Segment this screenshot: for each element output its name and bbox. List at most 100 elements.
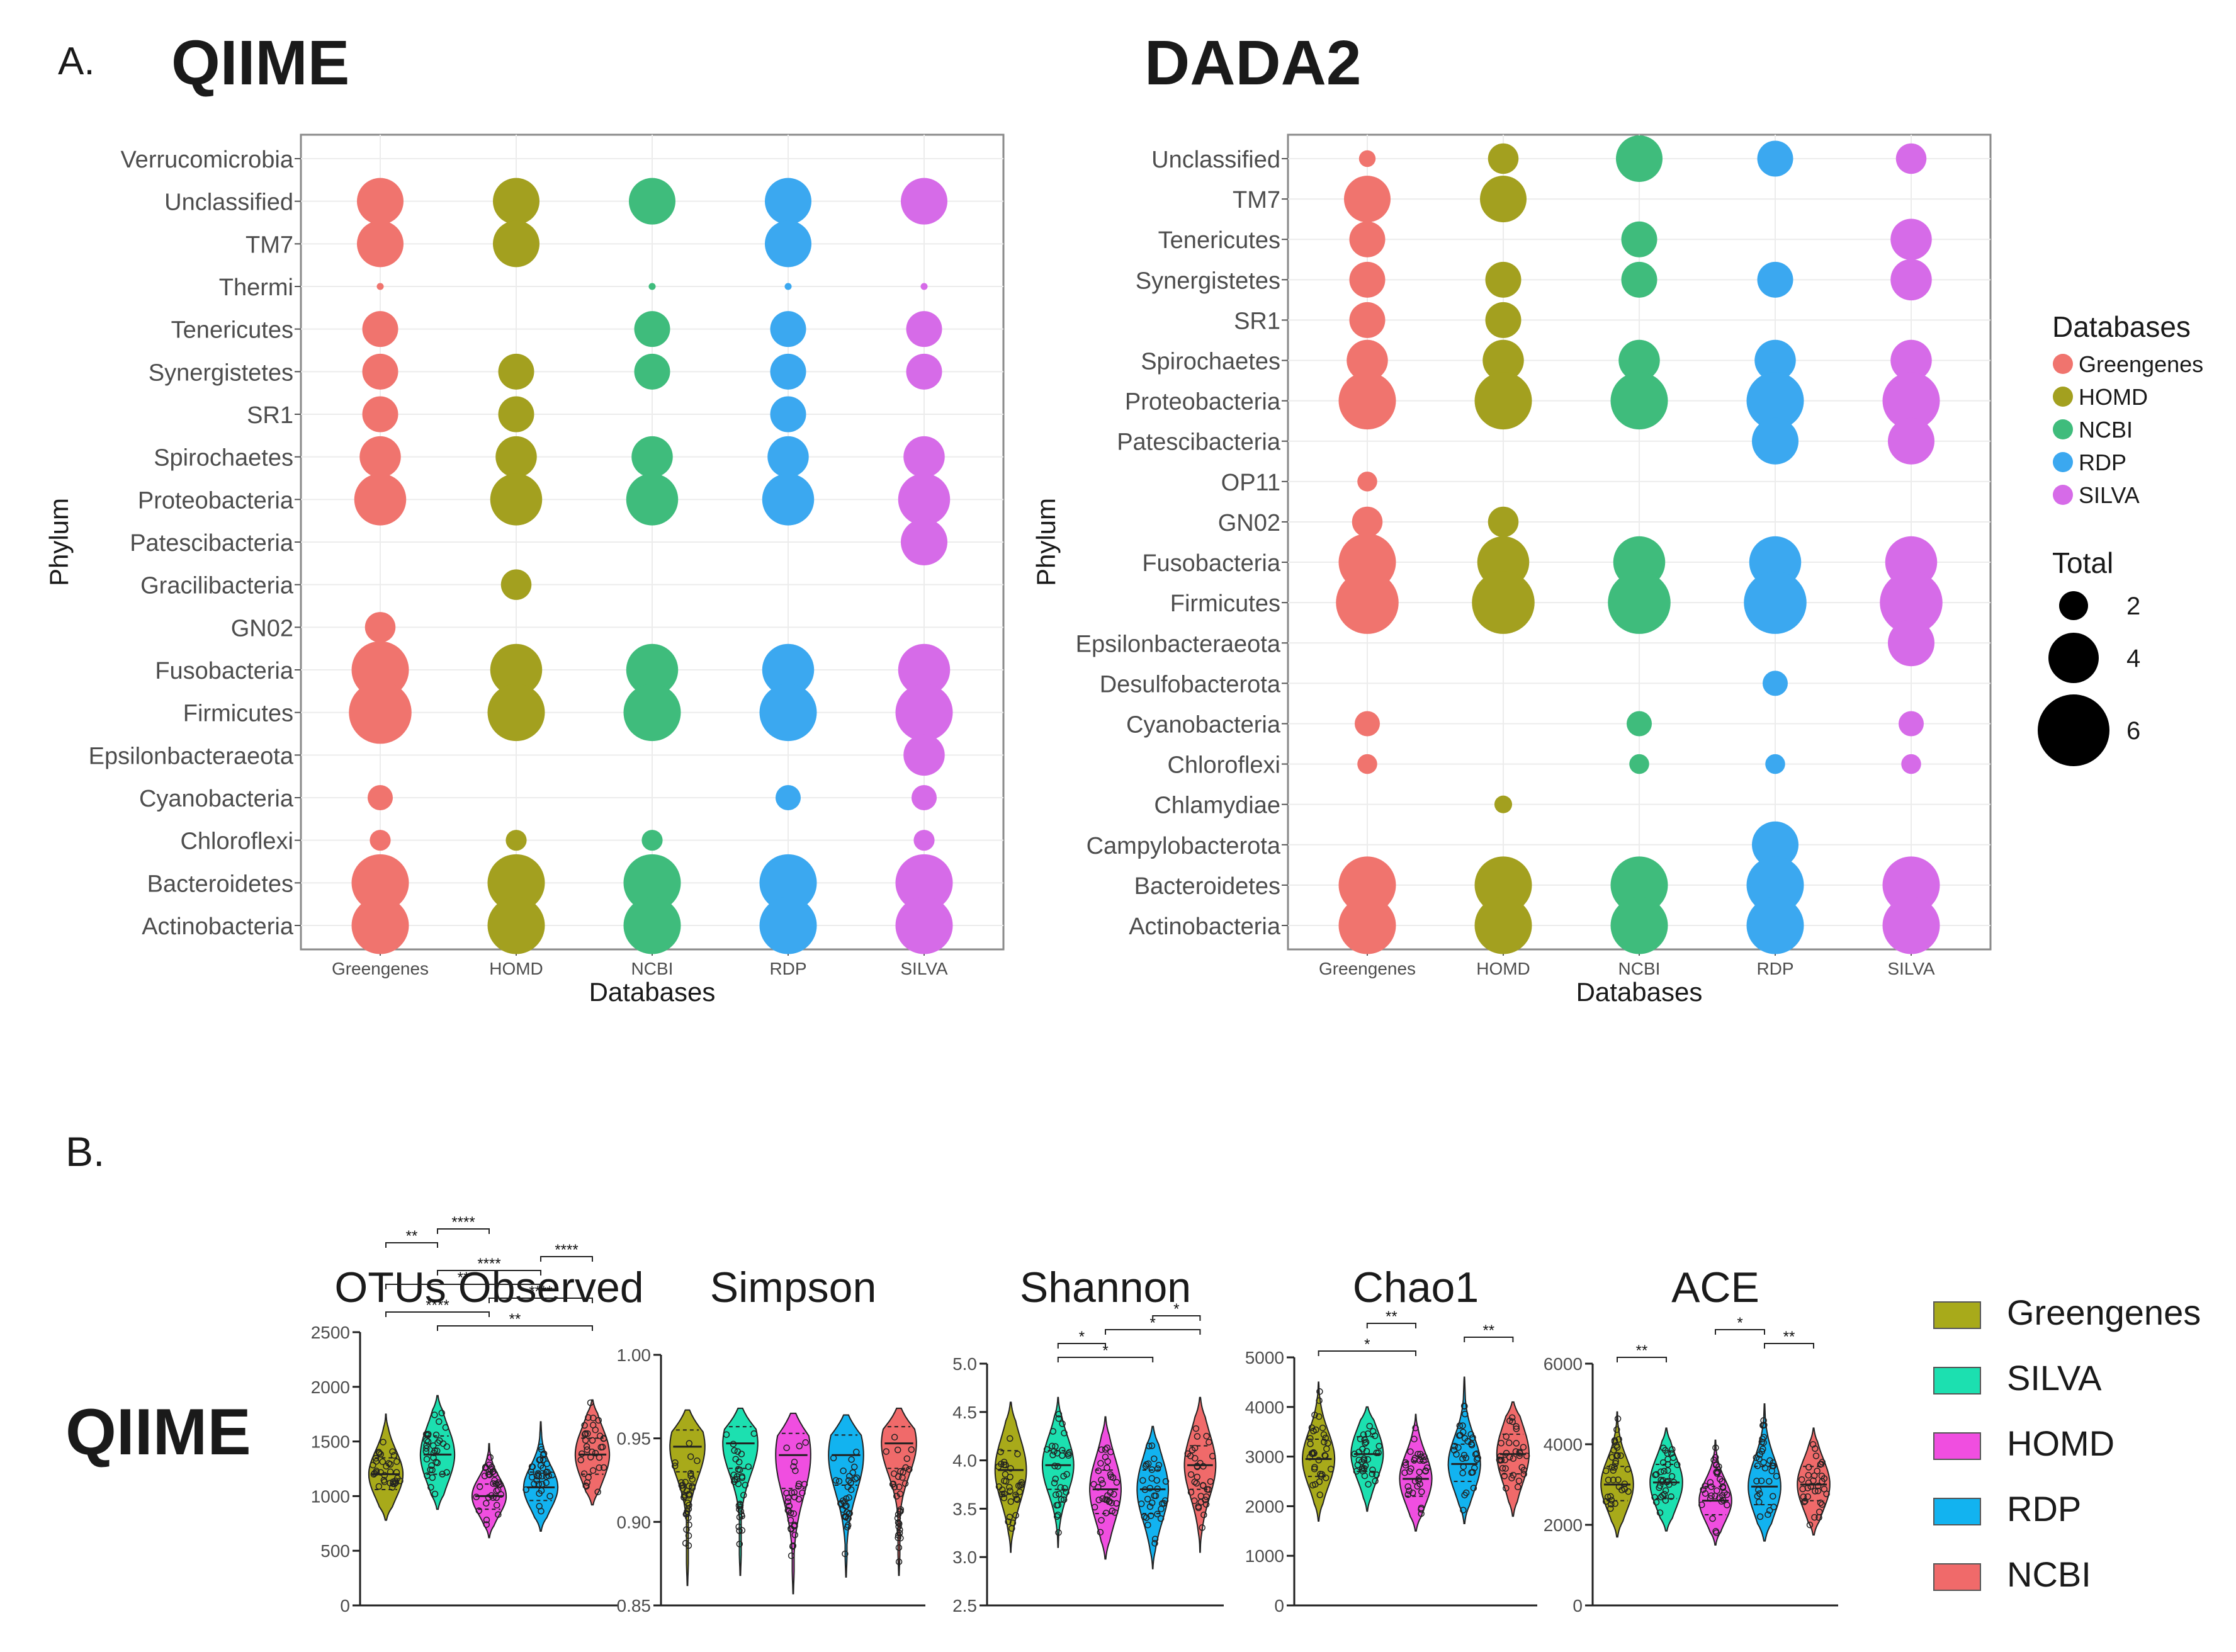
dada2-ytick-desulfobacterota: Desulfobacterota <box>1100 671 1281 698</box>
otus-observed-point-ncbi <box>589 1437 596 1444</box>
ace-point-greengenes <box>1610 1447 1617 1454</box>
ace-violin-rdp <box>1748 1403 1781 1542</box>
ace-point-homd <box>1714 1469 1721 1476</box>
legend-size-dot-6 <box>2038 694 2109 766</box>
chao1-point-rdp <box>1471 1464 1478 1471</box>
shannon-point-silva <box>1061 1485 1068 1492</box>
ace-ytick-label: 0 <box>1573 1596 1583 1615</box>
qiime-dot-fusobacteria-silva <box>898 643 951 696</box>
violin-panels: OTUs Observed05001000150020002500*******… <box>311 1214 1838 1615</box>
chao1-point-rdp <box>1450 1447 1458 1454</box>
otus-observed-point-rdp <box>543 1479 550 1486</box>
dada2-dot-tenericutes-greengenes <box>1349 221 1386 257</box>
ace-point-silva <box>1652 1498 1660 1506</box>
qiime-dot-synergistetes-homd <box>498 353 534 390</box>
simpson-point-ncbi <box>895 1558 903 1565</box>
chao1-point-homd <box>1420 1457 1427 1464</box>
dada2-ytick-proteobacteria: Proteobacteria <box>1125 389 1281 416</box>
simpson-point-greengenes <box>685 1542 692 1549</box>
dada2-ytick-patescibacteria: Patescibacteria <box>1117 429 1281 456</box>
ace-point-silva <box>1664 1467 1671 1474</box>
chao1-point-rdp <box>1467 1431 1474 1438</box>
qiime-dot-firmicutes-greengenes <box>349 681 412 744</box>
ace-point-homd <box>1719 1496 1727 1503</box>
otus-observed-point-rdp <box>522 1486 529 1493</box>
otus-observed-point-silva <box>429 1442 437 1449</box>
ace-point-greengenes <box>1613 1426 1620 1434</box>
simpson-point-silva <box>730 1440 737 1447</box>
simpson-point-ncbi <box>896 1490 904 1498</box>
qiime-dot-actinobacteria-ncbi <box>623 897 681 954</box>
ace-ytick-label: 4000 <box>1544 1435 1583 1454</box>
qiime-dot-tenericutes-ncbi <box>634 311 670 348</box>
shannon-point-rdp <box>1144 1495 1151 1503</box>
chao1-point-greengenes <box>1316 1413 1323 1420</box>
shannon-point-ncbi <box>1206 1439 1212 1445</box>
otus-observed-point-silva <box>438 1410 446 1417</box>
qiime-dot-unclassified-silva <box>901 178 947 225</box>
simpson-point-ncbi <box>903 1455 911 1462</box>
chao1-point-ncbi <box>1509 1418 1516 1425</box>
ace-point-rdp <box>1756 1498 1763 1506</box>
ace-point-greengenes <box>1608 1496 1615 1504</box>
chao1-point-homd <box>1415 1477 1422 1484</box>
shannon-point-silva <box>1059 1452 1066 1459</box>
ace-point-ncbi <box>1798 1476 1805 1483</box>
simpson-point-rdp <box>845 1494 852 1501</box>
simpson-point-ncbi <box>891 1434 898 1441</box>
ace-point-greengenes <box>1611 1464 1618 1471</box>
chao1-point-silva <box>1373 1471 1380 1478</box>
otus-observed-point-greengenes <box>397 1478 404 1485</box>
shannon-point-rdp <box>1142 1462 1149 1470</box>
chao1-point-ncbi <box>1506 1417 1513 1425</box>
shannon-point-rdp <box>1139 1477 1146 1484</box>
qiime-dot-thermi-greengenes <box>376 283 384 290</box>
otus-observed-point-ncbi <box>587 1454 594 1461</box>
shannon-sig-bracket <box>1057 1357 1154 1362</box>
violin-legend-label-rdp: RDP <box>2007 1489 2081 1529</box>
shannon-ytick-label: 4.5 <box>952 1403 977 1422</box>
shannon-point-rdp <box>1151 1492 1158 1500</box>
qiime-dot-firmicutes-rdp <box>759 684 817 742</box>
qiime-dot-chloroflexi-greengenes <box>370 830 391 851</box>
ace-point-rdp <box>1759 1445 1766 1452</box>
ace-point-homd <box>1698 1501 1705 1508</box>
ace-point-rdp <box>1765 1511 1771 1519</box>
otus-observed-point-ncbi <box>582 1430 589 1437</box>
dada2-ytick-spirochaetes: Spirochaetes <box>1141 349 1280 375</box>
qiime-xtick-greengenes: Greengenes <box>332 959 429 978</box>
dada2-dot-actinobacteria-ncbi <box>1610 897 1668 954</box>
chao1-point-rdp <box>1461 1491 1468 1498</box>
ace-point-greengenes <box>1604 1493 1612 1501</box>
shannon-point-rdp <box>1148 1474 1155 1482</box>
otus-observed-sig-label: **** <box>426 1297 449 1314</box>
chao1-point-silva <box>1369 1470 1376 1478</box>
ace-point-rdp <box>1761 1422 1768 1429</box>
simpson-point-greengenes <box>679 1482 686 1489</box>
chao1-point-homd <box>1411 1435 1418 1443</box>
ace-point-silva <box>1669 1454 1677 1461</box>
dada2-dot-gn02-homd <box>1488 506 1519 538</box>
otus-observed-point-silva <box>429 1474 436 1481</box>
simpson-point-homd <box>784 1507 792 1514</box>
shannon-sig-label: * <box>1079 1328 1085 1345</box>
qiime-dot-proteobacteria-greengenes <box>354 473 407 526</box>
shannon-point-ncbi <box>1184 1450 1191 1457</box>
chao1-point-rdp <box>1461 1410 1469 1418</box>
qiime-dot-spirochaetes-rdp <box>767 436 809 478</box>
dada2-dot-patescibacteria-rdp <box>1752 417 1798 465</box>
chao1-sig-label: ** <box>1386 1308 1398 1325</box>
chao1-point-rdp <box>1459 1429 1467 1436</box>
shannon-point-homd <box>1106 1498 1113 1505</box>
qiime-dot-fusobacteria-greengenes <box>351 641 409 699</box>
shannon-point-rdp <box>1162 1478 1170 1485</box>
shannon-sig-bracket <box>1057 1343 1106 1349</box>
ace-point-homd <box>1724 1502 1731 1508</box>
ace-point-rdp <box>1766 1507 1773 1514</box>
simpson-point-ncbi <box>894 1446 901 1454</box>
shannon-point-greengenes <box>1012 1491 1019 1498</box>
shannon-point-ncbi <box>1191 1497 1198 1505</box>
ace-point-greengenes <box>1613 1452 1620 1460</box>
dada2-dot-chloroflexi-greengenes <box>1357 754 1377 774</box>
otus-observed-point-greengenes <box>375 1483 383 1490</box>
